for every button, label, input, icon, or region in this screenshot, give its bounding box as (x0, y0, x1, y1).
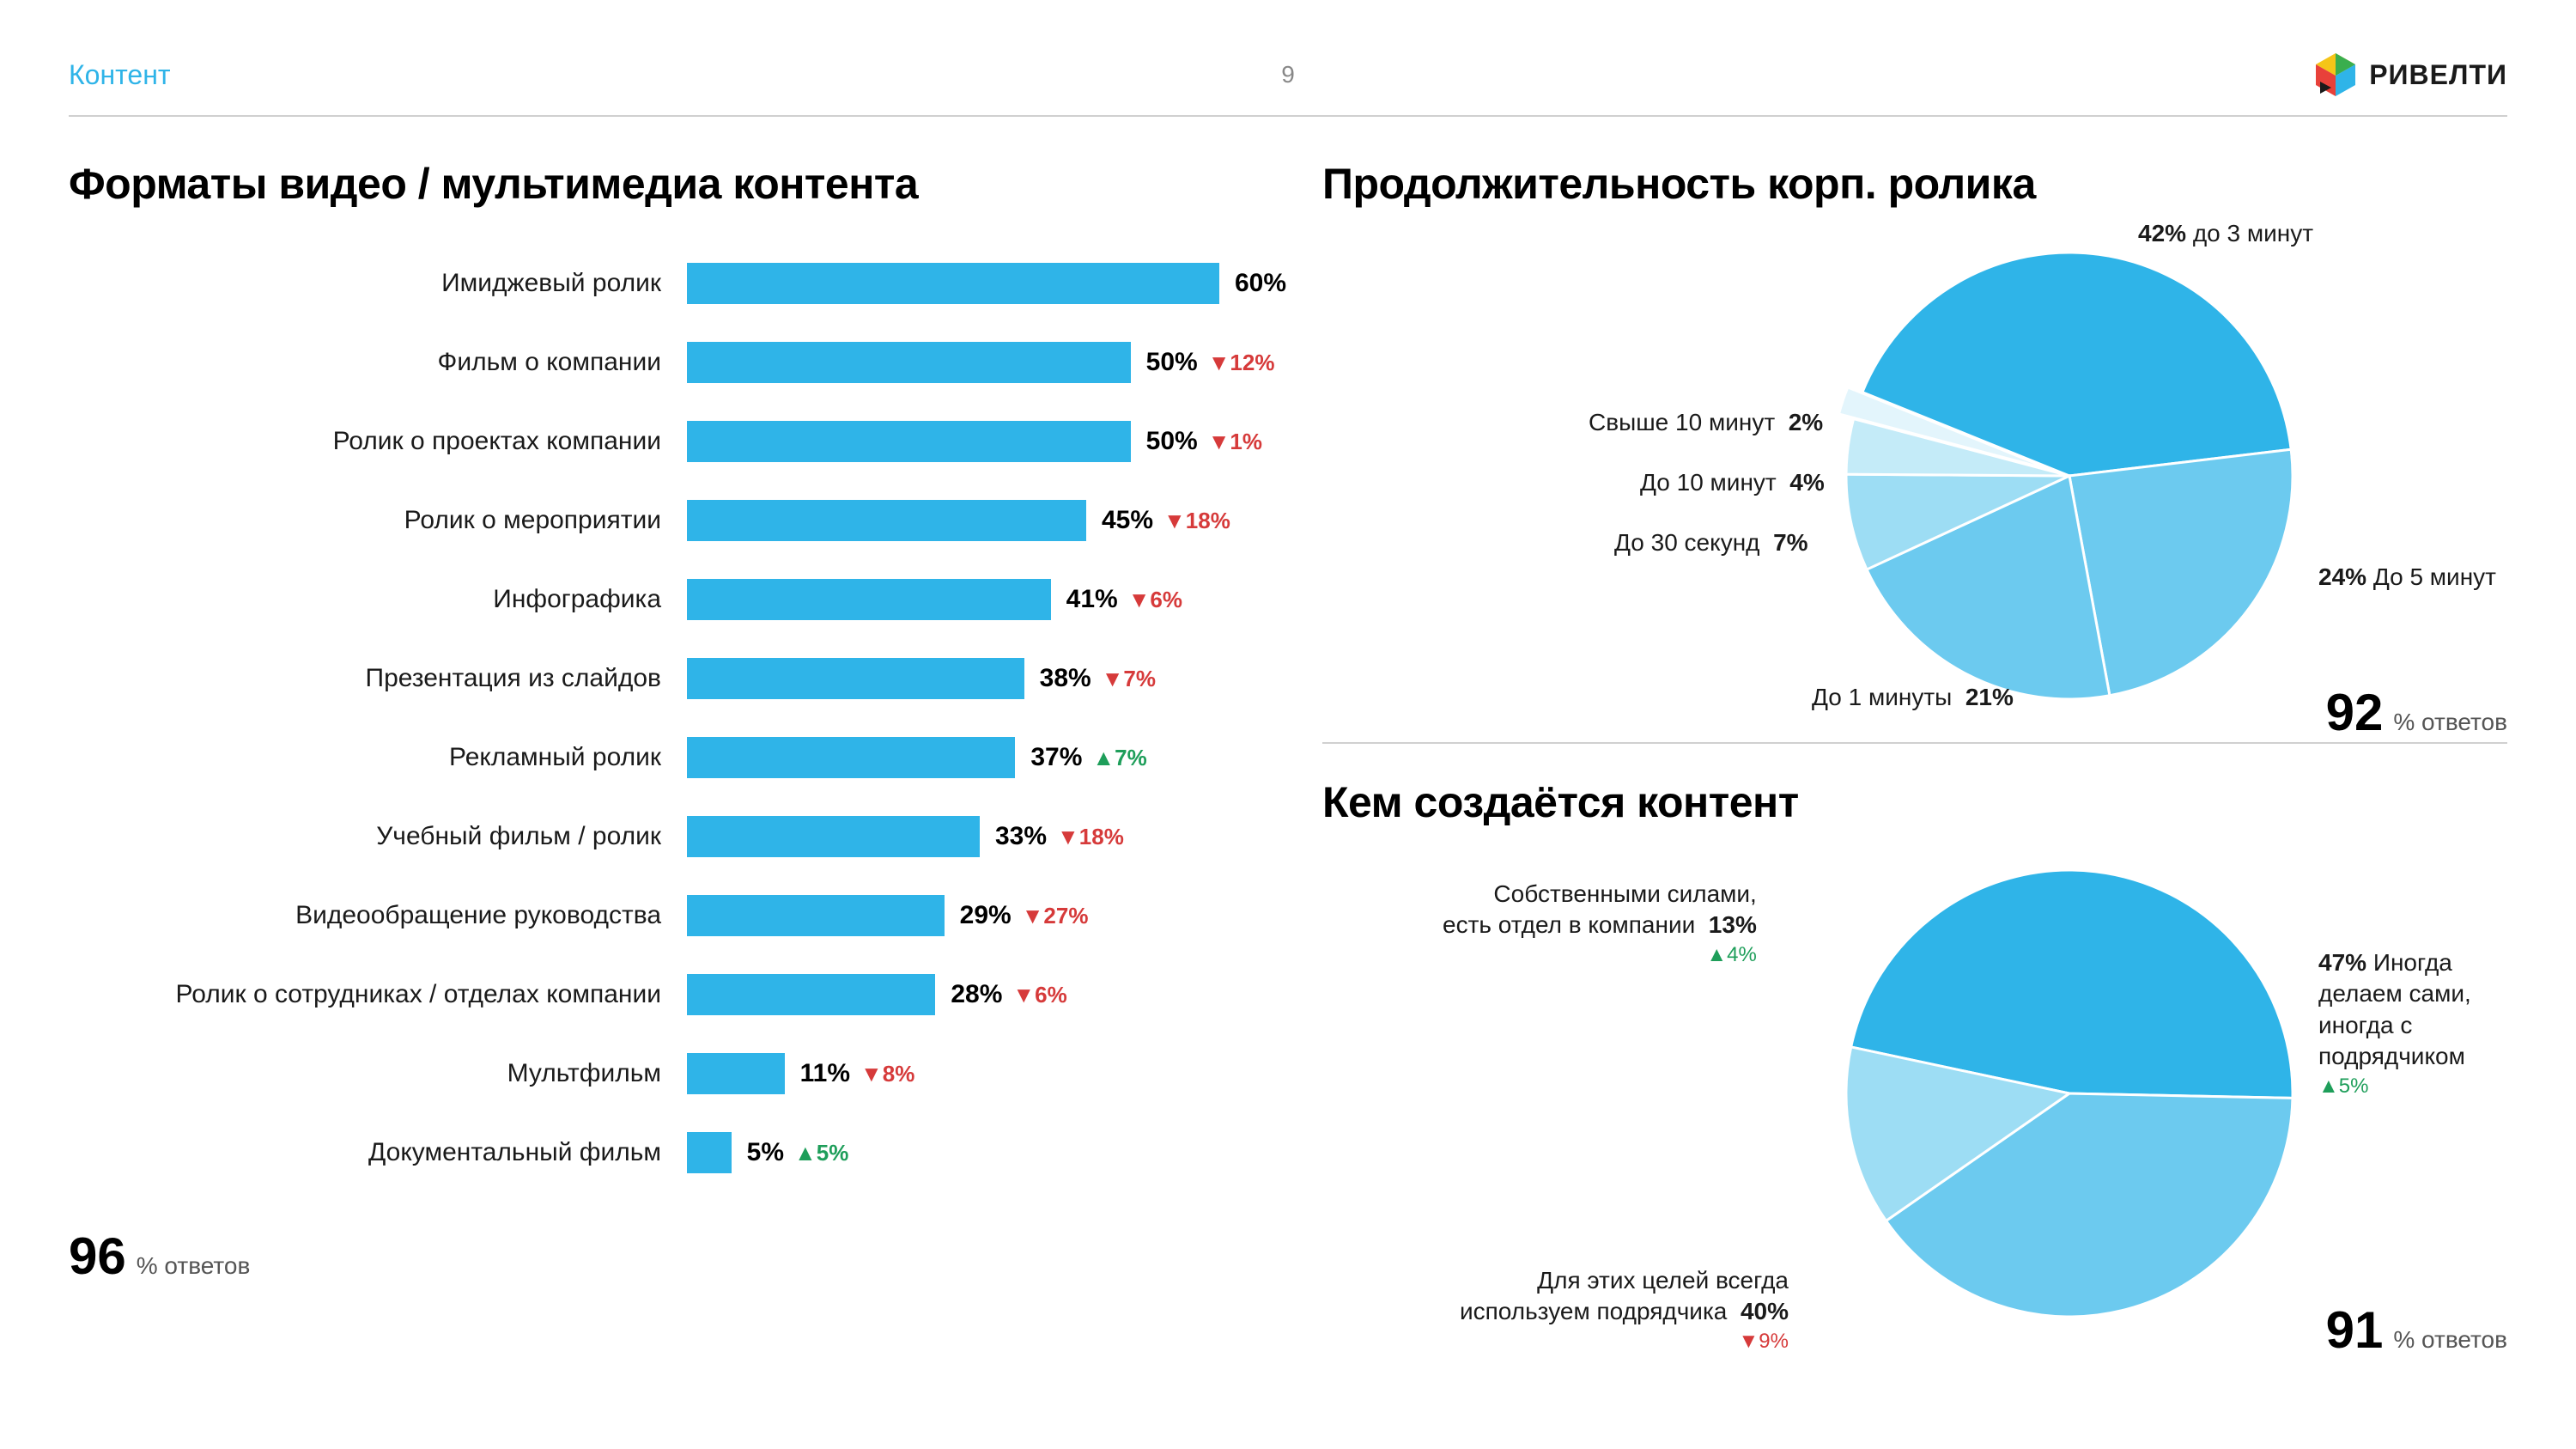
bar-label: Видеообращение руководства (69, 901, 687, 930)
pie-slice-label: До 30 секунд 7% (1614, 527, 1808, 558)
pie2-responses-count: 91 (2326, 1300, 2384, 1360)
logo-icon (2312, 52, 2359, 98)
bar-track: 11%▼8% (687, 1053, 1254, 1094)
bar-track: 50%▼1% (687, 421, 1254, 462)
pie2-footer: 91 % ответов (2326, 1300, 2507, 1360)
bar-track: 50%▼12% (687, 342, 1254, 383)
bar-value: 50%▼12% (1146, 348, 1275, 377)
bar-track: 41%▼6% (687, 579, 1254, 620)
pie-slice-label: 42% до 3 минут (2138, 218, 2313, 249)
bar-fill (687, 658, 1024, 699)
bar-fill (687, 816, 980, 857)
pie1-footer: 92 % ответов (2326, 683, 2507, 742)
bar-row: Учебный фильм / ролик 33%▼18% (69, 797, 1254, 876)
page-number: 9 (1281, 61, 1295, 88)
bar-fill (687, 263, 1219, 304)
bar-track: 33%▼18% (687, 816, 1254, 857)
bar-fill (687, 342, 1131, 383)
pie-slice-label: До 1 минуты 21% (1812, 682, 2014, 713)
bar-fill (687, 1053, 785, 1094)
bar-track: 38%▼7% (687, 658, 1254, 699)
pie2-responses-label: % ответов (2393, 1326, 2507, 1354)
bar-chart: Имиджевый ролик60%Фильм о компании50%▼12… (69, 244, 1254, 1192)
bar-value: 50%▼1% (1146, 427, 1262, 456)
pie-section-duration: Продолжительность корп. ролика 42% до 3 … (1322, 160, 2507, 744)
bar-value: 28%▼6% (951, 980, 1066, 1009)
bar-value: 11%▼8% (800, 1059, 915, 1088)
bar-chart-footer: 96 % ответов (69, 1227, 1254, 1286)
pie1-title: Продолжительность корп. ролика (1322, 160, 2507, 210)
bar-label: Ролик о мероприятии (69, 506, 687, 535)
pie-svg (1322, 227, 2524, 725)
brand-logo: РИВЕЛТИ (2312, 52, 2507, 98)
bar-track: 37%▲7% (687, 737, 1254, 778)
bar-row: Ролик о сотрудниках / отделах компании 28… (69, 955, 1254, 1034)
bar-fill (687, 974, 935, 1015)
section-title: Контент (69, 59, 171, 91)
responses-label: % ответов (137, 1252, 251, 1280)
bar-value: 29%▼27% (960, 901, 1089, 930)
bar-fill (687, 1132, 732, 1173)
pie1-responses-count: 92 (2326, 683, 2384, 742)
page-header: Контент 9 РИВЕЛТИ (69, 52, 2507, 117)
pie1-chart: 42% до 3 минут24% До 5 минутДо 1 минуты … (1322, 227, 2507, 716)
right-column: Продолжительность корп. ролика 42% до 3 … (1322, 160, 2507, 1394)
bar-value: 33%▼18% (995, 822, 1124, 851)
bar-fill (687, 895, 945, 936)
bar-label: Ролик о проектах компании (69, 427, 687, 456)
bar-label: Учебный фильм / ролик (69, 822, 687, 851)
pie-slice-label: Собственными силами,есть отдел в компани… (1443, 879, 1757, 968)
bar-track: 60% (687, 263, 1254, 304)
bar-row: Ролик о проектах компании50%▼1% (69, 402, 1254, 481)
bar-value: 45%▼18% (1102, 506, 1230, 535)
bar-fill (687, 500, 1086, 541)
bar-row: Видеообращение руководства 29%▼27% (69, 876, 1254, 955)
bar-track: 28%▼6% (687, 974, 1254, 1015)
pie1-responses-label: % ответов (2393, 709, 2507, 736)
bar-track: 29%▼27% (687, 895, 1254, 936)
bar-label: Мультфильм (69, 1059, 687, 1088)
bar-value: 60% (1235, 269, 1286, 298)
bar-fill (687, 579, 1051, 620)
pie2-chart: 47% Иногда делаем сами,иногда с подрядчи… (1322, 844, 2507, 1334)
bar-row: Инфографика 41%▼6% (69, 560, 1254, 639)
pie2-title: Кем создаётся контент (1322, 778, 2507, 828)
pie-slice-label: 47% Иногда делаем сами,иногда с подрядчи… (2318, 947, 2507, 1099)
bar-label: Имиджевый ролик (69, 269, 687, 298)
pie-slice-label: Для этих целей всегдаиспользуем подрядчи… (1460, 1265, 1789, 1355)
bar-label: Инфографика (69, 585, 687, 614)
bar-label: Ролик о сотрудниках / отделах компании (69, 980, 687, 1009)
bar-label: Фильм о компании (69, 348, 687, 377)
responses-count: 96 (69, 1227, 126, 1286)
bar-value: 37%▲7% (1030, 743, 1146, 772)
bar-track: 5%▲5% (687, 1132, 1254, 1173)
bar-row: Имиджевый ролик60% (69, 244, 1254, 323)
bar-fill (687, 737, 1015, 778)
bar-label: Документальный фильм (69, 1138, 687, 1167)
bar-fill (687, 421, 1131, 462)
bar-row: Ролик о мероприятии 45%▼18% (69, 481, 1254, 560)
brand-name: РИВЕЛТИ (2369, 59, 2507, 91)
bar-chart-title: Форматы видео / мультимедиа контента (69, 160, 1254, 210)
left-column: Форматы видео / мультимедиа контента Ими… (69, 160, 1254, 1394)
bar-row: Презентация из слайдов 38%▼7% (69, 639, 1254, 718)
bar-row: Документальный фильм 5%▲5% (69, 1113, 1254, 1192)
bar-row: Мультфильм 11%▼8% (69, 1034, 1254, 1113)
pie-slice-label: До 10 минут 4% (1640, 467, 1825, 498)
pie-section-creator: Кем создаётся контент 47% Иногда делаем … (1322, 778, 2507, 1361)
bar-label: Презентация из слайдов (69, 664, 687, 693)
bar-value: 41%▼6% (1066, 585, 1182, 614)
main-content: Форматы видео / мультимедиа контента Ими… (69, 160, 2507, 1394)
bar-value: 38%▼7% (1040, 664, 1156, 693)
bar-track: 45%▼18% (687, 500, 1254, 541)
pie-slice-label: 24% До 5 минут (2318, 562, 2496, 593)
bar-row: Фильм о компании50%▼12% (69, 323, 1254, 402)
bar-label: Рекламный ролик (69, 743, 687, 772)
bar-row: Рекламный ролик 37%▲7% (69, 718, 1254, 797)
pie-slice-label: Свыше 10 минут 2% (1589, 407, 1823, 438)
bar-value: 5%▲5% (747, 1138, 849, 1167)
